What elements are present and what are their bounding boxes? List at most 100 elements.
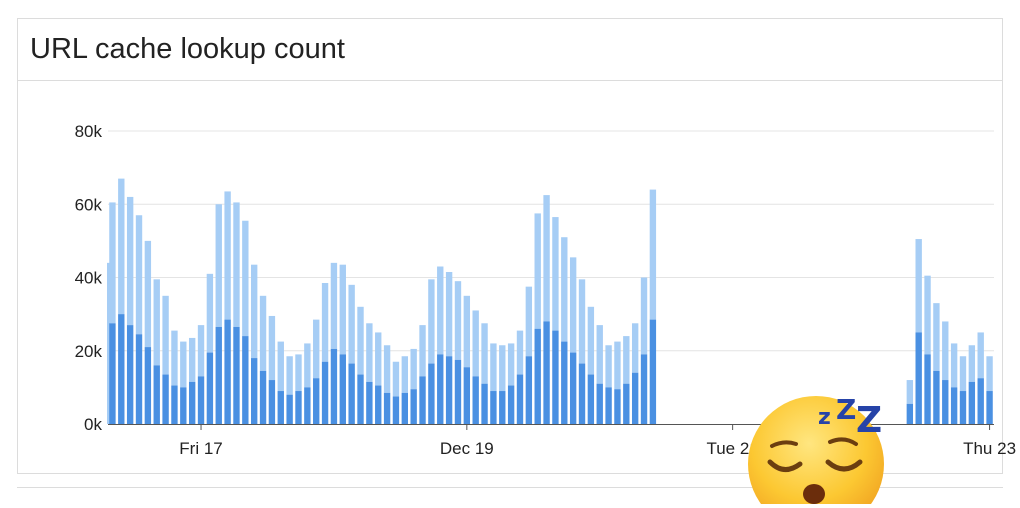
- bar-upper: [295, 354, 302, 392]
- bar-lower: [153, 365, 160, 424]
- bar-lower: [259, 370, 267, 424]
- bar-upper: [915, 239, 922, 333]
- bar-lower: [924, 354, 931, 424]
- bar-upper: [419, 325, 426, 377]
- bar-lower: [251, 358, 258, 424]
- bar-lower: [286, 394, 293, 424]
- bar-lower: [180, 387, 187, 424]
- bar-upper: [375, 332, 382, 386]
- bar-lower: [640, 354, 648, 424]
- bar-upper: [357, 306, 364, 375]
- bar-lower: [649, 319, 657, 424]
- bar-upper: [906, 380, 914, 404]
- bar-lower: [437, 354, 444, 424]
- bar-lower: [525, 356, 533, 424]
- bar-lower: [401, 392, 408, 424]
- bar-upper: [640, 277, 648, 355]
- bar-lower: [959, 391, 967, 424]
- y-tick-label: 0k: [84, 415, 102, 434]
- bar-upper: [490, 343, 497, 392]
- bar-lower: [206, 352, 214, 424]
- bar-upper: [348, 284, 355, 364]
- bar-upper: [215, 204, 222, 327]
- bar-upper: [135, 215, 143, 335]
- bar-lower: [321, 361, 329, 424]
- y-tick-label: 40k: [75, 269, 103, 288]
- bar-upper: [366, 323, 373, 382]
- bar-lower: [366, 381, 373, 424]
- bar-upper: [242, 220, 249, 337]
- bar-upper: [118, 178, 125, 315]
- bar-lower: [578, 363, 586, 424]
- bar-lower: [472, 376, 479, 424]
- svg-text:z: z: [818, 405, 831, 430]
- bar-lower: [268, 380, 276, 424]
- bar-upper: [330, 262, 338, 349]
- bar-lower: [445, 356, 453, 424]
- bar-lower: [295, 391, 302, 424]
- svg-text:Z: Z: [856, 400, 882, 441]
- bar-lower: [986, 391, 993, 424]
- bar-lower: [516, 374, 524, 424]
- bar-lower: [534, 328, 541, 424]
- bar-lower: [277, 391, 284, 424]
- panel-title: URL cache lookup count: [30, 33, 345, 65]
- x-tick-label: Thu 23: [963, 439, 1016, 458]
- panel-header: URL cache lookup count: [18, 19, 1002, 81]
- bar-upper: [233, 202, 240, 327]
- bar-lower: [109, 323, 116, 424]
- bar-lower: [215, 326, 222, 424]
- bar-upper: [924, 275, 931, 355]
- bar-lower: [339, 354, 346, 424]
- bar-upper: [933, 303, 940, 371]
- bar-upper: [472, 310, 479, 377]
- bar-upper: [445, 272, 453, 357]
- bar-lower: [605, 387, 612, 424]
- bar-lower: [375, 385, 382, 424]
- bar-upper: [304, 343, 311, 388]
- bar-lower: [233, 326, 240, 424]
- bar-upper: [463, 295, 471, 368]
- bar-upper: [959, 356, 967, 392]
- bar-lower: [197, 376, 205, 424]
- bar-upper: [321, 282, 329, 362]
- next-panel-edge: [17, 487, 1003, 508]
- bar-upper: [126, 196, 134, 326]
- bar-lower: [135, 334, 143, 424]
- bar-upper: [596, 325, 603, 384]
- bar-lower: [543, 321, 550, 424]
- bar-lower: [330, 348, 338, 424]
- bar-upper: [339, 264, 346, 355]
- bar-lower: [950, 387, 958, 424]
- bar-lower: [499, 391, 506, 424]
- bar-upper: [153, 279, 160, 366]
- sleeping-face-icon: z Z Z: [748, 394, 884, 504]
- bar-lower: [933, 370, 940, 424]
- bar-upper: [197, 325, 205, 377]
- bar-upper: [188, 337, 196, 382]
- bar-upper: [516, 330, 524, 375]
- bar-lower: [561, 341, 568, 424]
- bar-lower: [162, 374, 169, 424]
- bar-upper: [649, 189, 657, 320]
- bar-upper: [313, 319, 320, 379]
- bar-upper: [507, 343, 515, 386]
- bar-lower: [171, 385, 178, 424]
- bar-upper: [605, 345, 612, 388]
- bar-lower: [454, 359, 462, 424]
- bar-upper: [534, 213, 541, 329]
- bar-upper: [109, 202, 116, 324]
- bar-lower: [569, 352, 577, 424]
- bar-lower: [126, 325, 134, 424]
- bar-upper: [614, 341, 621, 390]
- bar-upper: [277, 341, 284, 392]
- bar-upper: [392, 361, 400, 397]
- bar-lower: [348, 363, 355, 424]
- y-tick-label: 80k: [75, 122, 103, 141]
- bar-upper: [428, 279, 435, 364]
- bar-upper: [587, 306, 595, 375]
- bar-lower: [977, 378, 984, 424]
- bar-lower: [383, 392, 391, 424]
- bar-lower: [357, 374, 364, 424]
- bar-lower: [942, 380, 949, 424]
